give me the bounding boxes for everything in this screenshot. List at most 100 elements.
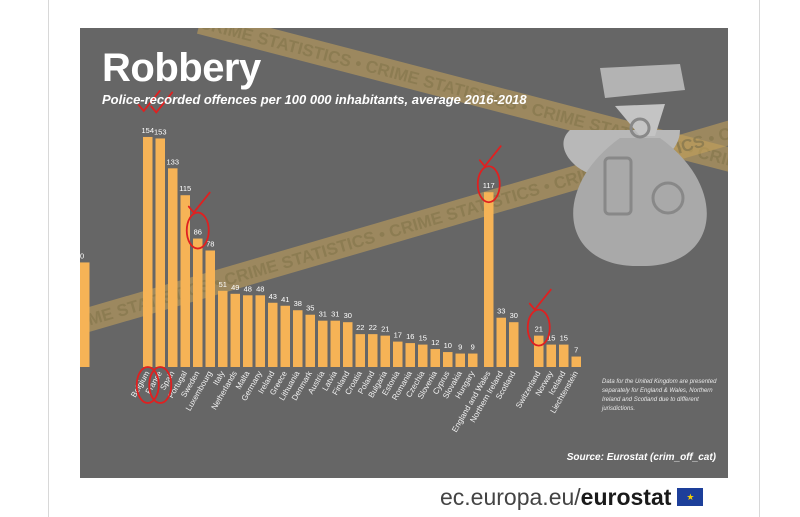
bar-latvia <box>330 320 340 367</box>
value-label: 41 <box>281 295 289 304</box>
infographic-panel: CRIME STATISTICS • CRIME STATISTICS • CR… <box>80 28 728 478</box>
footer: ec.europa.eu/eurostat ★ <box>440 484 704 511</box>
chart-svg: CRIME STATISTICS • CRIME STATISTICS • CR… <box>80 28 728 434</box>
value-label: 70 <box>80 251 84 260</box>
value-label: 15 <box>547 334 555 343</box>
value-label: 35 <box>306 304 314 313</box>
bar-netherlands <box>230 293 240 367</box>
bar-slovakia <box>455 353 465 367</box>
value-label: 49 <box>231 283 239 292</box>
value-label: 33 <box>497 307 505 316</box>
annotation-circle <box>148 366 173 404</box>
value-label: 154 <box>141 126 154 135</box>
value-label: 21 <box>381 325 389 334</box>
annotation-check-mark <box>150 91 174 114</box>
category-label: EU-27 <box>80 366 81 375</box>
value-label: 117 <box>483 181 495 190</box>
bar-scotland <box>509 322 519 367</box>
annotation-check-mark <box>187 191 211 214</box>
value-label: 12 <box>431 338 439 347</box>
bar-ireland <box>268 302 278 367</box>
footer-link[interactable]: ec.europa.eu/eurostat <box>440 484 671 511</box>
value-label: 15 <box>560 334 568 343</box>
bar-croatia <box>355 334 365 367</box>
sleeve <box>600 64 685 98</box>
value-label: 22 <box>369 323 377 332</box>
annotation-check-mark <box>528 288 552 312</box>
uk-note: Data for the United Kingdom are presente… <box>602 379 717 412</box>
bar-lithuania <box>293 310 303 367</box>
bar-portugal <box>180 195 190 367</box>
bar-bulgaria <box>380 335 390 367</box>
bar-malta <box>243 295 253 367</box>
bar-belgium <box>143 136 153 367</box>
value-label: 78 <box>206 239 214 248</box>
annotation-circle <box>185 211 210 250</box>
bar-finland <box>343 322 353 367</box>
bar-iceland <box>559 344 569 367</box>
value-label: 38 <box>294 299 302 308</box>
value-label: 30 <box>510 311 518 320</box>
annotation-circle <box>526 308 551 347</box>
euro-coin-icon <box>651 181 685 215</box>
bar-switzerland <box>534 335 544 367</box>
bar-czechia <box>418 344 428 367</box>
bar-liechtenstein <box>571 356 581 367</box>
value-label: 9 <box>471 343 475 352</box>
bars-layer <box>80 136 581 367</box>
bar-italy <box>218 290 228 367</box>
bar-eu-27 <box>80 262 90 367</box>
bar-spain <box>168 168 178 367</box>
bar-sweden <box>193 238 203 367</box>
value-label: 31 <box>319 310 327 319</box>
labels-layer: 70EU-27154Belgium153France133Spain115Por… <box>80 126 580 434</box>
bar-luxembourg <box>205 250 215 367</box>
value-label: 21 <box>535 325 543 334</box>
bar-germany <box>255 295 265 367</box>
chart-subtitle: Police-recorded offences per 100 000 inh… <box>102 92 527 107</box>
value-label: 7 <box>574 346 578 355</box>
eu-flag-icon: ★ <box>677 488 704 506</box>
bar-poland <box>368 334 378 367</box>
frame-line-right <box>759 0 760 517</box>
bag-body <box>573 138 707 267</box>
value-label: 51 <box>219 280 227 289</box>
value-label: 10 <box>444 341 452 350</box>
phone-icon <box>603 156 633 216</box>
value-label: 153 <box>154 127 167 136</box>
watch-icon <box>629 117 651 139</box>
annotation-circle <box>476 165 501 204</box>
annotation-circle <box>135 366 160 404</box>
bar-norway <box>546 344 556 367</box>
bar-cyprus <box>443 352 453 367</box>
source-text: Source: Eurostat (crim_off_cat) <box>566 452 716 463</box>
value-label: 48 <box>256 284 264 293</box>
bar-slovenia <box>430 349 440 367</box>
footer-domain: ec.europa.eu/ <box>440 483 581 510</box>
value-label: 30 <box>344 311 352 320</box>
bar-estonia <box>393 341 403 367</box>
value-label: 15 <box>419 334 427 343</box>
value-label: 133 <box>166 157 179 166</box>
bar-northern-ireland <box>496 317 506 367</box>
bar-romania <box>405 343 415 367</box>
value-label: 16 <box>406 332 414 341</box>
bar-hungary <box>468 353 478 367</box>
footer-brand: eurostat <box>580 483 672 510</box>
money-bag-icon <box>563 64 707 267</box>
annotation-check-mark <box>137 90 161 113</box>
chart-title: Robbery <box>102 46 261 90</box>
value-label: 115 <box>179 184 191 193</box>
bar-austria <box>318 320 328 367</box>
annotation-check-mark <box>478 145 502 168</box>
value-label: 9 <box>458 343 462 352</box>
frame-line-left <box>48 0 49 517</box>
value-label: 86 <box>194 228 202 237</box>
bar-england-and-wales <box>484 192 494 367</box>
value-label: 17 <box>394 331 402 340</box>
value-label: 22 <box>356 323 364 332</box>
value-label: 48 <box>244 284 252 293</box>
bar-greece <box>280 305 290 367</box>
value-label: 43 <box>269 292 277 301</box>
value-label: 31 <box>331 310 339 319</box>
